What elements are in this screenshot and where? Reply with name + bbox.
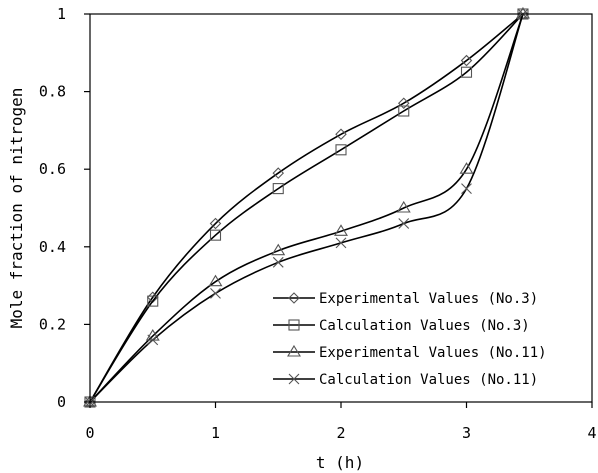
legend-marker-diamond	[288, 292, 300, 304]
x-tick-label: 1	[211, 424, 220, 442]
data-point-triangle	[396, 200, 411, 213]
y-tick-label: 0.8	[39, 83, 66, 101]
data-point-triangle	[516, 6, 530, 19]
y-tick-label: 0.6	[39, 160, 66, 178]
data-point-square	[147, 295, 159, 307]
data-point-cross	[335, 237, 347, 249]
x-tick-label: 2	[336, 424, 345, 442]
data-point-square	[398, 105, 410, 117]
legend-marker-square	[288, 319, 300, 331]
axes-layer: 0 1 2 3 4 0 0.2 0.4 0.6 0.8 1	[39, 5, 597, 442]
legend-label: Calculation Values (No.3)	[319, 318, 530, 334]
data-point-square	[209, 229, 222, 241]
legend-marker-cross	[288, 373, 300, 385]
data-point-triangle	[208, 274, 223, 287]
legend-item: Calculation Values (No.3)	[273, 318, 530, 334]
series-line	[89, 13, 524, 403]
y-tick-label: 0.4	[39, 238, 66, 256]
x-axis-title: t (h)	[316, 453, 364, 472]
legend-label: Calculation Values (No.11)	[319, 372, 538, 388]
data-point-diamond	[272, 167, 285, 179]
legend-marker-triangle	[287, 344, 301, 357]
data-point-diamond	[209, 217, 222, 230]
x-tick-label: 3	[462, 424, 471, 442]
data-point-cross	[272, 256, 284, 268]
y-tick-label: 1	[57, 5, 66, 23]
data-point-cross	[461, 183, 472, 194]
x-tick-label: 4	[587, 424, 596, 442]
data-point-square	[335, 144, 347, 156]
series-line	[89, 13, 524, 403]
data-point-square	[460, 66, 473, 78]
legend-item: Experimental Values (No.11)	[273, 344, 547, 361]
plot-frame	[89, 13, 593, 403]
x-tick-label: 0	[85, 424, 94, 442]
data-point-diamond	[460, 54, 473, 67]
y-tick-label: 0	[57, 393, 66, 411]
data-point-cross	[210, 287, 221, 299]
y-axis-title: Mole fraction of nitrogen	[7, 88, 26, 329]
series-line	[89, 13, 524, 403]
data-point-diamond	[335, 128, 347, 141]
data-point-triangle	[459, 162, 474, 174]
series-line	[89, 13, 524, 403]
data-point-triangle	[334, 224, 348, 236]
data-point-triangle	[271, 243, 286, 256]
y-tick-label: 0.2	[39, 315, 66, 333]
data-point-diamond	[397, 97, 410, 110]
legend-item: Experimental Values (No.3)	[273, 291, 538, 307]
legend-item: Calculation Values (No.11)	[273, 372, 538, 388]
data-point-square	[272, 183, 284, 195]
series-layer	[83, 6, 530, 408]
legend-label: Experimental Values (No.11)	[319, 345, 547, 361]
data-point-cross	[147, 334, 159, 346]
data-point-cross	[398, 218, 410, 229]
series-cross	[84, 8, 529, 408]
legend-label: Experimental Values (No.3)	[319, 291, 538, 307]
legend: Experimental Values (No.3) Calculation Va…	[273, 291, 547, 388]
